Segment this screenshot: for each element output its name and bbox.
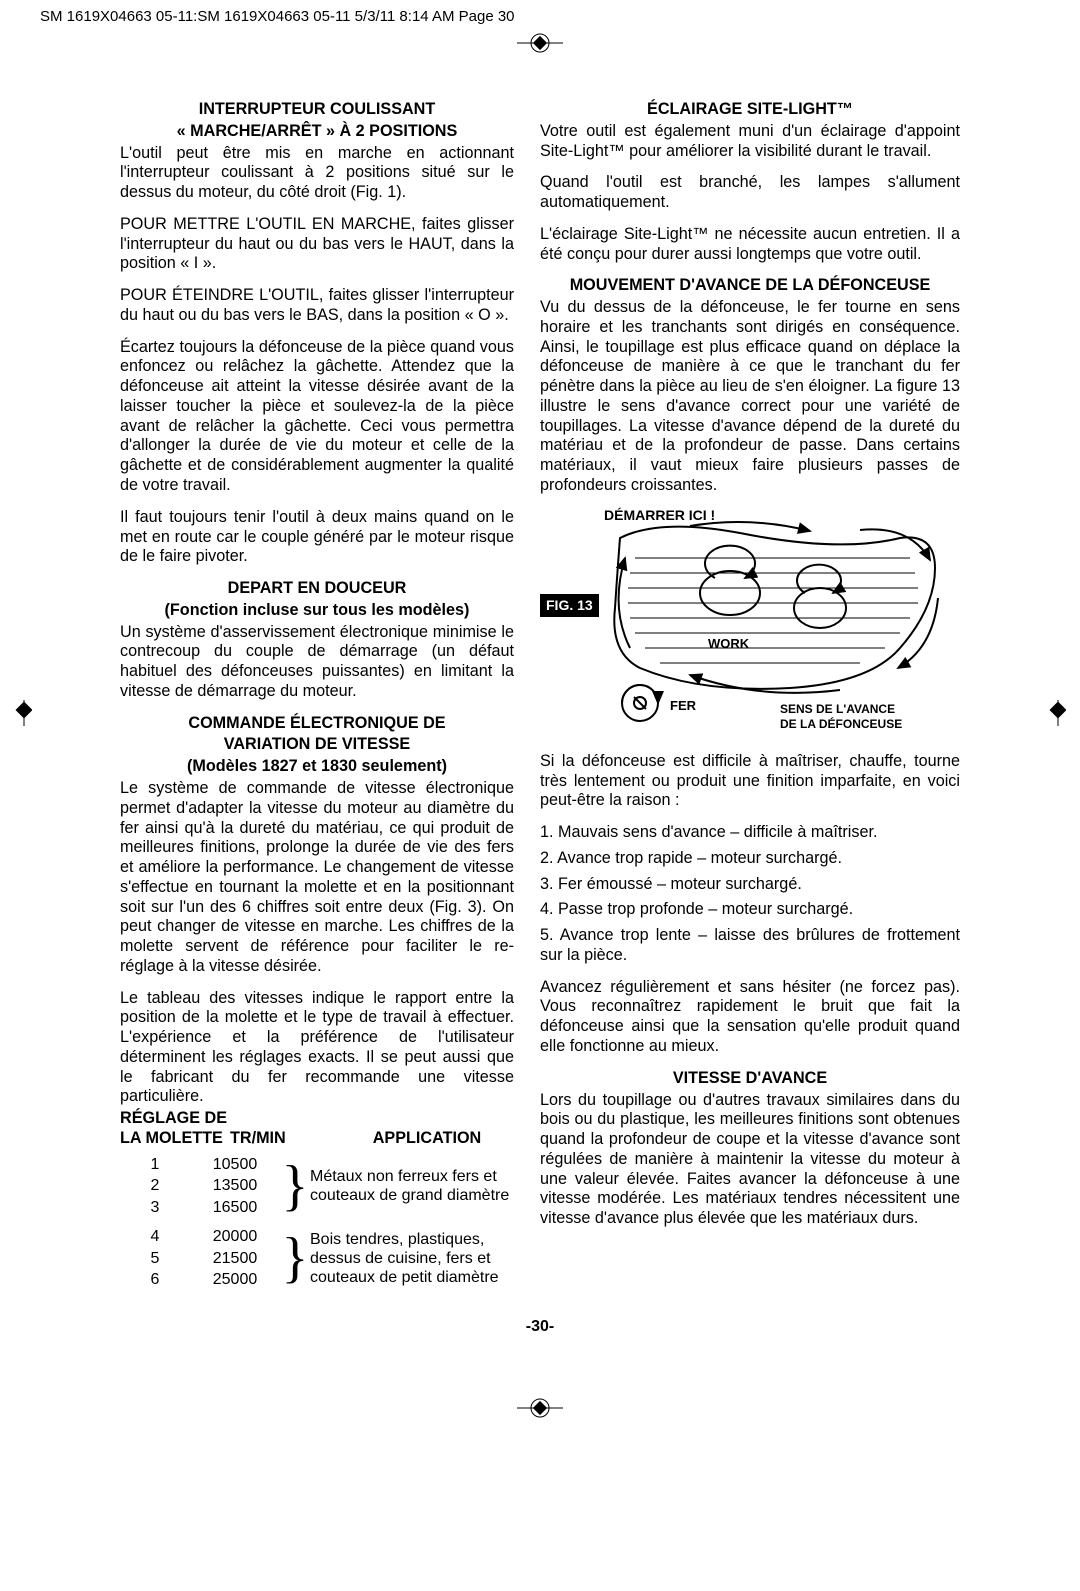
table-cell: 25000 [190, 1270, 280, 1290]
table-header-rpm: TR/MIN [230, 1129, 310, 1149]
registration-mark-top [40, 31, 1040, 60]
list-item: 1. Mauvais sens d'avance – difficile à m… [540, 823, 960, 843]
table-app: Métaux non ferreux fers et couteaux de g… [310, 1167, 514, 1205]
table-cell: 3 [120, 1198, 190, 1218]
svg-text:DE LA DÉFONCEUSE: DE LA DÉFONCEUSE [780, 716, 902, 731]
para: Votre outil est également muni d'un écla… [540, 122, 960, 162]
table-cell: 20000 [190, 1227, 280, 1247]
heading-command-2: VARIATION DE VITESSE [120, 735, 514, 755]
right-column: ÉCLAIRAGE SITE-LIGHT™ Votre outil est ég… [540, 100, 960, 1290]
brace-icon: } [280, 1161, 310, 1211]
heading-feed: MOUVEMENT D'AVANCE DE LA DÉFONCEUSE [540, 276, 960, 296]
para: L'outil peut être mis en marche en actio… [120, 144, 514, 203]
figure-13: FIG. 13 DÉMARRER ICI ! [540, 508, 960, 738]
figure-start-label: DÉMARRER ICI ! [604, 508, 715, 523]
para: Le tableau des vitesses indique le rappo… [120, 989, 514, 1108]
left-column: INTERRUPTEUR COULISSANT « MARCHE/ARRÊT »… [120, 100, 514, 1290]
para: Un système d'asservissement électronique… [120, 623, 514, 702]
brace-icon: } [280, 1233, 310, 1283]
page: SM 1619X04663 05-11:SM 1619X04663 05-11 … [0, 0, 1080, 1591]
svg-text:SENS DE L'AVANCE: SENS DE L'AVANCE [780, 702, 895, 716]
heading-switch-2: « MARCHE/ARRÊT » À 2 POSITIONS [120, 122, 514, 142]
para: Écartez toujours la défonceuse de la piè… [120, 338, 514, 496]
table-cell: 6 [120, 1270, 190, 1290]
heading-depart-sub: (Fonction incluse sur tous les modèles) [120, 601, 514, 621]
speed-table: RÉGLAGE DELA MOLETTE TR/MIN APPLICATION … [120, 1109, 514, 1290]
table-cell: 4 [120, 1227, 190, 1247]
figure-work-label: WORK [708, 636, 750, 651]
table-cell: 21500 [190, 1249, 280, 1269]
table-cell: 13500 [190, 1176, 280, 1196]
heading-command-sub: (Modèles 1827 et 1830 seulement) [120, 757, 514, 777]
table-app: Bois tendres, plastiques, dessus de cuis… [310, 1230, 514, 1288]
table-cell: 16500 [190, 1198, 280, 1218]
figure-fer-label: FER [670, 698, 697, 713]
table-header-dial: RÉGLAGE DELA MOLETTE [120, 1109, 230, 1149]
list-item: 5. Avance trop lente – laisse des brûlur… [540, 926, 960, 966]
heading-command: COMMANDE ÉLECTRONIQUE DE [120, 714, 514, 734]
para: POUR ÉTEINDRE L'OUTIL, faites glisser l'… [120, 286, 514, 326]
heading-switch: INTERRUPTEUR COULISSANT [120, 100, 514, 120]
para: Vu du dessus de la défonceuse, le fer to… [540, 298, 960, 496]
heading-depart: DEPART EN DOUCEUR [120, 579, 514, 599]
para: Lors du toupillage ou d'autres travaux s… [540, 1091, 960, 1229]
content-columns: INTERRUPTEUR COULISSANT « MARCHE/ARRÊT »… [40, 100, 1040, 1290]
table-cell: 1 [120, 1155, 190, 1175]
para: POUR METTRE L'OUTIL EN MARCHE, faites gl… [120, 215, 514, 274]
para: Le système de commande de vitesse électr… [120, 779, 514, 977]
side-mark-right [1048, 700, 1066, 726]
crop-header: SM 1619X04663 05-11:SM 1619X04663 05-11 … [40, 8, 1040, 25]
page-number: -30- [40, 1318, 1040, 1336]
para: Avancez régulièrement et sans hésiter (n… [540, 978, 960, 1057]
para: Si la défonceuse est difficile à maîtris… [540, 752, 960, 811]
list-item: 2. Avance trop rapide – moteur surchargé… [540, 849, 960, 869]
para: Quand l'outil est branché, les lampes s'… [540, 173, 960, 213]
figure-label: FIG. 13 [540, 594, 599, 617]
table-cell: 5 [120, 1249, 190, 1269]
table-cell: 10500 [190, 1155, 280, 1175]
para: Il faut toujours tenir l'outil à deux ma… [120, 508, 514, 567]
table-cell: 2 [120, 1176, 190, 1196]
heading-feedrate: VITESSE D'AVANCE [540, 1069, 960, 1089]
list-item: 3. Fer émoussé – moteur surchargé. [540, 875, 960, 895]
para: L'éclairage Site-Light™ ne nécessite auc… [540, 225, 960, 265]
heading-light: ÉCLAIRAGE SITE-LIGHT™ [540, 100, 960, 120]
registration-mark-bottom [40, 1396, 1040, 1425]
list-item: 4. Passe trop profonde – moteur surcharg… [540, 900, 960, 920]
side-mark-left [14, 700, 32, 726]
table-header-app: APPLICATION [340, 1129, 514, 1149]
